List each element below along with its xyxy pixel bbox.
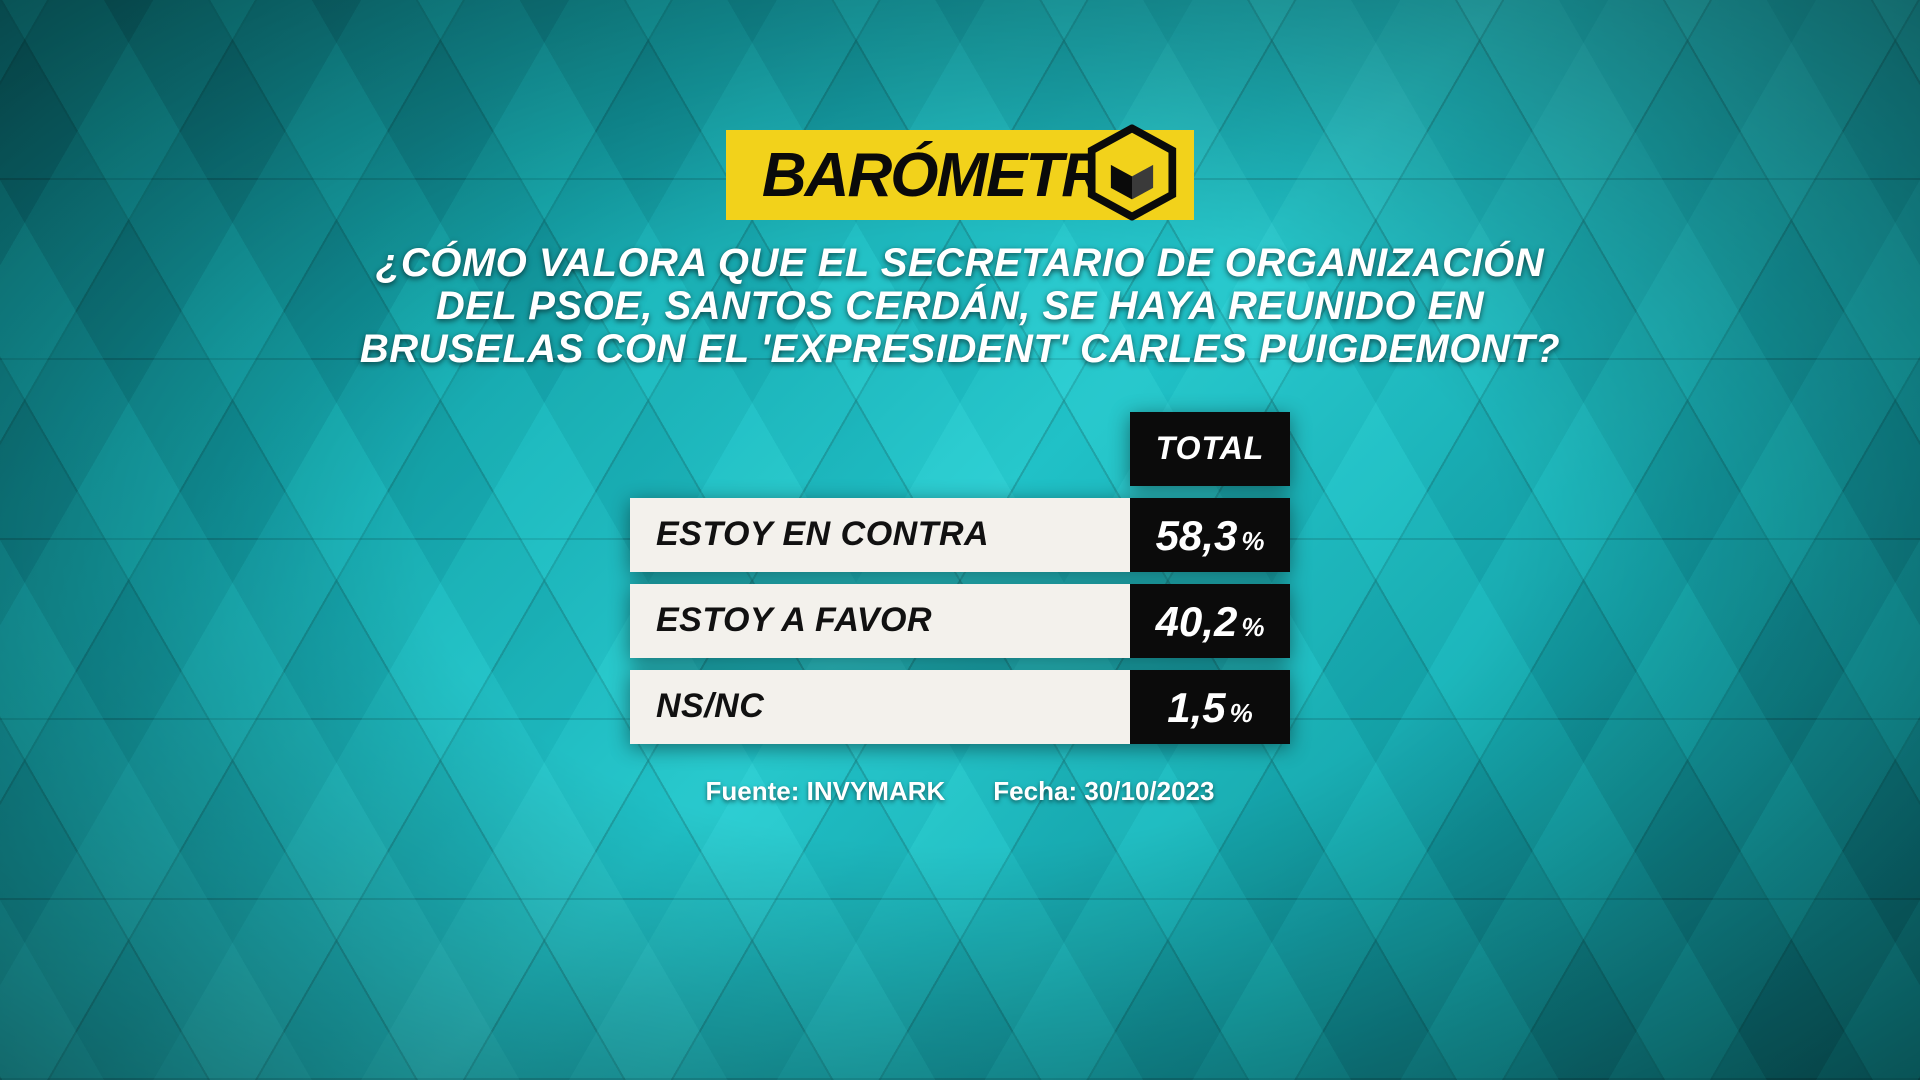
source-label: Fuente:: [706, 776, 800, 806]
footer-credits: Fuente: INVYMARK Fecha: 30/10/2023: [706, 776, 1215, 807]
table-row: ESTOY EN CONTRA 58,3 %: [630, 498, 1290, 572]
total-column-header: TOTAL: [1130, 412, 1290, 486]
date-label: Fecha:: [993, 776, 1077, 806]
source-credit: Fuente: INVYMARK: [706, 776, 946, 807]
date-credit: Fecha: 30/10/2023: [993, 776, 1214, 807]
percent-sign: %: [1241, 612, 1264, 643]
hexagon-cube-icon: [1084, 125, 1180, 226]
value-number: 1,5: [1167, 684, 1225, 732]
date-value: 30/10/2023: [1084, 776, 1214, 806]
table-row: NS/NC 1,5 %: [630, 670, 1290, 744]
logo: BARÓMETR: [726, 130, 1194, 220]
percent-sign: %: [1241, 526, 1264, 557]
results-table: TOTAL ESTOY EN CONTRA 58,3 % ESTOY A FAV…: [630, 412, 1290, 744]
logo-text: BARÓMETR: [762, 140, 1104, 211]
row-value: 1,5 %: [1130, 670, 1290, 744]
row-label: ESTOY EN CONTRA: [630, 498, 1130, 572]
percent-sign: %: [1230, 698, 1253, 729]
table-header-row: TOTAL: [630, 412, 1290, 486]
row-value: 40,2 %: [1130, 584, 1290, 658]
source-value: INVYMARK: [807, 776, 946, 806]
value-number: 40,2: [1156, 598, 1238, 646]
row-label: ESTOY A FAVOR: [630, 584, 1130, 658]
content-container: BARÓMETR ¿CÓMO VALORA QUE EL SECRETARIO …: [0, 0, 1920, 1080]
table-row: ESTOY A FAVOR 40,2 %: [630, 584, 1290, 658]
row-label: NS/NC: [630, 670, 1130, 744]
survey-question: ¿CÓMO VALORA QUE EL SECRETARIO DE ORGANI…: [330, 242, 1590, 372]
value-number: 58,3: [1156, 512, 1238, 560]
row-value: 58,3 %: [1130, 498, 1290, 572]
